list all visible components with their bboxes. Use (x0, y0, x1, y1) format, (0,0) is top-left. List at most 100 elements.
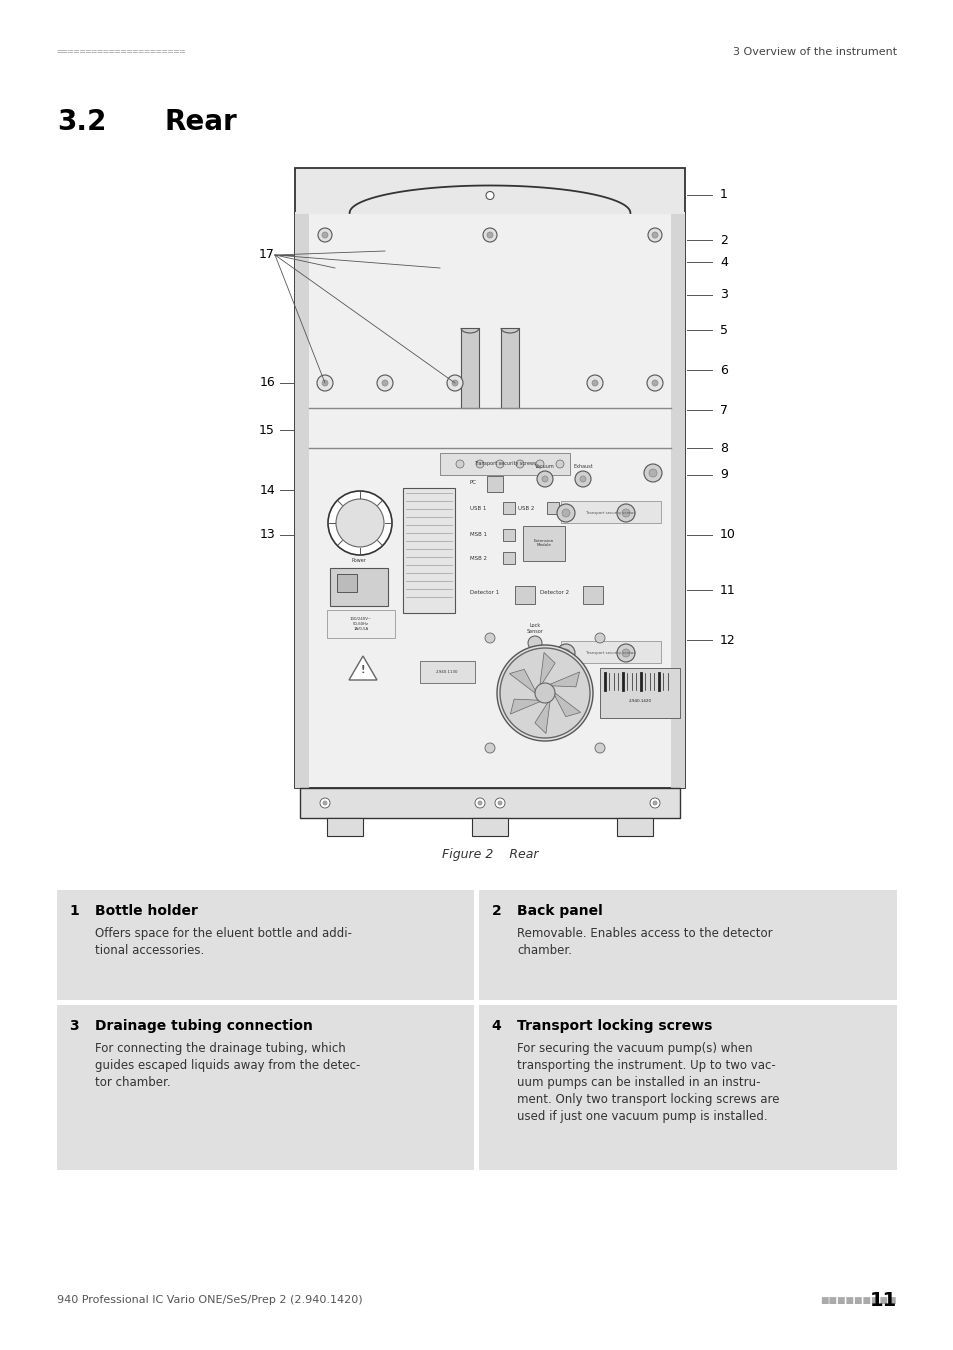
FancyBboxPatch shape (479, 890, 896, 1000)
Circle shape (646, 375, 662, 391)
FancyBboxPatch shape (522, 526, 564, 562)
Text: Bottle holder: Bottle holder (95, 904, 197, 918)
Circle shape (499, 648, 589, 738)
FancyBboxPatch shape (546, 502, 558, 514)
Polygon shape (535, 702, 550, 733)
FancyBboxPatch shape (670, 213, 684, 788)
Circle shape (586, 375, 602, 391)
Circle shape (557, 504, 575, 522)
Text: 3: 3 (69, 1019, 78, 1033)
Text: USB 1: USB 1 (470, 505, 486, 510)
FancyBboxPatch shape (560, 641, 660, 663)
Polygon shape (550, 672, 579, 687)
Circle shape (317, 228, 332, 242)
Circle shape (322, 379, 328, 386)
Text: For connecting the drainage tubing, which
guides escaped liquids away from the d: For connecting the drainage tubing, whic… (95, 1042, 360, 1089)
Text: 1: 1 (720, 189, 727, 201)
FancyBboxPatch shape (57, 1004, 474, 1170)
Text: Rear: Rear (165, 108, 237, 136)
Text: 14: 14 (259, 483, 274, 497)
FancyBboxPatch shape (327, 610, 395, 639)
FancyBboxPatch shape (502, 552, 515, 564)
Text: 3 Overview of the instrument: 3 Overview of the instrument (732, 47, 896, 57)
Text: 940 Professional IC Vario ONE/SeS/Prep 2 (2.940.1420): 940 Professional IC Vario ONE/SeS/Prep 2… (57, 1295, 362, 1305)
Text: Detector 1: Detector 1 (470, 590, 498, 595)
FancyBboxPatch shape (336, 574, 356, 593)
Circle shape (652, 801, 657, 805)
FancyBboxPatch shape (330, 568, 388, 606)
Circle shape (617, 644, 635, 662)
Circle shape (561, 649, 569, 657)
Circle shape (557, 644, 575, 662)
Text: Drainage tubing connection: Drainage tubing connection (95, 1019, 313, 1033)
Circle shape (476, 460, 483, 468)
Text: Transport security screws: Transport security screws (586, 651, 635, 655)
Circle shape (648, 468, 657, 477)
Text: 5: 5 (720, 324, 727, 336)
Circle shape (316, 375, 333, 391)
Text: Vacuum: Vacuum (535, 464, 555, 468)
Text: 11: 11 (869, 1291, 896, 1310)
Circle shape (649, 798, 659, 809)
Text: 6: 6 (720, 363, 727, 377)
Text: 2: 2 (720, 234, 727, 247)
Circle shape (651, 379, 658, 386)
Circle shape (485, 192, 494, 200)
FancyBboxPatch shape (294, 213, 684, 788)
Circle shape (456, 460, 463, 468)
Text: 4: 4 (720, 255, 727, 269)
Circle shape (592, 379, 598, 386)
Text: !: ! (360, 666, 365, 675)
Text: Lock
Sensor: Lock Sensor (526, 622, 543, 633)
FancyBboxPatch shape (439, 454, 569, 475)
Text: ■■■■■■■■■: ■■■■■■■■■ (820, 1296, 896, 1304)
Circle shape (541, 477, 547, 482)
Text: Detector 2: Detector 2 (539, 590, 569, 595)
Text: 9: 9 (720, 468, 727, 482)
Text: 8: 8 (720, 441, 727, 455)
Circle shape (323, 801, 327, 805)
Text: For securing the vacuum pump(s) when
transporting the instrument. Up to two vac-: For securing the vacuum pump(s) when tra… (517, 1042, 780, 1123)
Circle shape (376, 375, 393, 391)
Circle shape (556, 460, 563, 468)
FancyBboxPatch shape (402, 487, 455, 613)
Circle shape (319, 798, 330, 809)
Circle shape (561, 509, 569, 517)
Text: 1: 1 (69, 904, 79, 918)
Circle shape (535, 683, 555, 703)
FancyBboxPatch shape (472, 818, 507, 836)
Circle shape (452, 379, 457, 386)
Text: Transport security screws: Transport security screws (474, 462, 536, 467)
Circle shape (647, 228, 661, 242)
FancyBboxPatch shape (502, 529, 515, 541)
Circle shape (516, 460, 523, 468)
Text: 3: 3 (720, 289, 727, 301)
Text: 4: 4 (491, 1019, 500, 1033)
FancyBboxPatch shape (419, 662, 475, 683)
FancyBboxPatch shape (582, 586, 602, 603)
Text: MSB 2: MSB 2 (470, 555, 486, 560)
Polygon shape (509, 670, 535, 693)
Text: Transport security screws: Transport security screws (586, 512, 635, 514)
Text: 100/240V~
50-60Hz
1A/0,5A: 100/240V~ 50-60Hz 1A/0,5A (350, 617, 372, 630)
Text: Power: Power (352, 558, 366, 563)
Circle shape (621, 649, 629, 657)
Polygon shape (510, 699, 539, 714)
Text: 2.940.1420: 2.940.1420 (628, 699, 651, 703)
Circle shape (477, 801, 481, 805)
Text: ======================: ====================== (57, 47, 186, 57)
Text: 16: 16 (259, 377, 274, 390)
Circle shape (486, 232, 493, 238)
Circle shape (475, 798, 484, 809)
Text: Exhaust: Exhaust (573, 464, 592, 468)
FancyBboxPatch shape (560, 501, 660, 522)
Polygon shape (294, 185, 684, 213)
FancyBboxPatch shape (500, 328, 518, 408)
Text: 10: 10 (720, 528, 735, 541)
Text: 7: 7 (720, 404, 727, 417)
Polygon shape (554, 693, 580, 717)
Text: 2: 2 (491, 904, 500, 918)
Circle shape (497, 645, 593, 741)
Circle shape (322, 232, 328, 238)
Text: Figure 2    Rear: Figure 2 Rear (441, 848, 537, 861)
